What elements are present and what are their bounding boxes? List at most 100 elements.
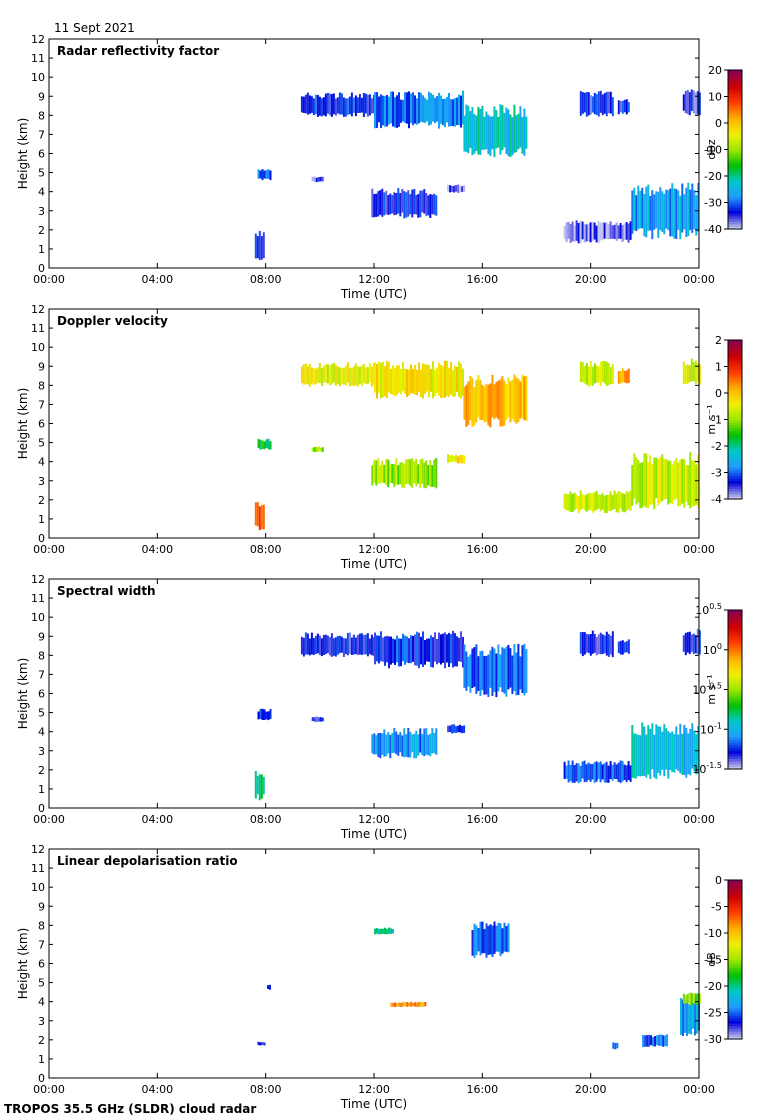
echo-region bbox=[300, 632, 375, 657]
x-tick-label: 08:00 bbox=[250, 543, 282, 556]
echo-region bbox=[682, 89, 701, 116]
echo-region bbox=[563, 490, 632, 514]
x-tick-label: 08:00 bbox=[250, 1083, 282, 1096]
colorbar-tick-label: -3 bbox=[711, 467, 722, 480]
x-tick-label: 04:00 bbox=[141, 273, 173, 286]
y-tick-label: 8 bbox=[38, 649, 45, 662]
x-tick-label: 12:00 bbox=[358, 273, 390, 286]
colorbar-tick-label: -15 bbox=[704, 954, 722, 967]
y-tick-label: 9 bbox=[38, 630, 45, 643]
y-tick-label: 2 bbox=[38, 764, 45, 777]
colorbar-tick-label: -10 bbox=[704, 927, 722, 940]
echo-region bbox=[371, 458, 438, 489]
y-tick-label: 6 bbox=[38, 688, 45, 701]
x-axis-label: Time (UTC) bbox=[340, 287, 407, 301]
x-axis-label: Time (UTC) bbox=[340, 557, 407, 571]
y-tick-label: 7 bbox=[38, 938, 45, 951]
echo-region bbox=[257, 1041, 266, 1046]
echo-region bbox=[257, 169, 272, 181]
date-label: 11 Sept 2021 bbox=[54, 21, 135, 35]
echo-region bbox=[311, 446, 324, 453]
y-tick-label: 11 bbox=[31, 52, 45, 65]
y-tick-label: 10 bbox=[31, 341, 45, 354]
echo-region bbox=[463, 374, 528, 428]
echo-region bbox=[300, 92, 375, 117]
x-tick-label: 00:00 bbox=[683, 1083, 715, 1096]
echo-region bbox=[617, 368, 630, 384]
y-tick-label: 11 bbox=[31, 592, 45, 605]
x-tick-label: 20:00 bbox=[575, 813, 607, 826]
y-tick-label: 3 bbox=[38, 205, 45, 218]
colorbar-tick-label: 100 bbox=[703, 642, 722, 657]
colorbar-tick-label: 100.5 bbox=[695, 602, 722, 617]
plot-area bbox=[49, 849, 699, 1078]
echo-region bbox=[579, 90, 614, 117]
y-tick-label: 2 bbox=[38, 494, 45, 507]
colorbar-tick-label: 1 bbox=[715, 361, 722, 374]
y-tick-label: 1 bbox=[38, 243, 45, 256]
colorbar-tick-label: -30 bbox=[704, 1033, 722, 1046]
x-tick-label: 16:00 bbox=[466, 273, 498, 286]
colorbar-tick-label: 10 bbox=[708, 91, 722, 104]
echo-region bbox=[254, 502, 265, 531]
echo-region bbox=[631, 722, 700, 780]
echo-region bbox=[563, 760, 632, 784]
colorbar-tick-exponent: -1 bbox=[714, 721, 722, 730]
echo-region bbox=[617, 639, 630, 655]
y-tick-label: 12 bbox=[31, 303, 45, 316]
y-axis-label: Height (km) bbox=[16, 118, 30, 189]
colorbar-tick-exponent: -0.5 bbox=[706, 682, 722, 691]
x-tick-label: 00:00 bbox=[683, 273, 715, 286]
colorbar-tick-label: -30 bbox=[704, 197, 722, 210]
echo-region bbox=[447, 454, 466, 464]
echo-region bbox=[682, 992, 701, 1006]
panel-title: Radar reflectivity factor bbox=[57, 44, 219, 58]
y-tick-label: 1 bbox=[38, 513, 45, 526]
y-tick-label: 1 bbox=[38, 1053, 45, 1066]
colorbar-tick-label: -1 bbox=[711, 414, 722, 427]
echo-region bbox=[682, 628, 701, 656]
x-tick-label: 04:00 bbox=[141, 813, 173, 826]
colorbar: 2 1 0 -1 -2 -3 -4 m s⁻¹ bbox=[705, 334, 743, 506]
echo-region bbox=[617, 99, 630, 115]
colorbar-unit-label: dBz bbox=[705, 139, 718, 160]
colorbar: 0 -5 -10 -15 -20 -25 -30 dB bbox=[704, 874, 743, 1046]
x-tick-label: 16:00 bbox=[466, 543, 498, 556]
echo-region bbox=[311, 716, 324, 723]
y-tick-label: 7 bbox=[38, 398, 45, 411]
colorbar-tick-label: -25 bbox=[704, 1007, 722, 1020]
echo-region bbox=[612, 1042, 619, 1050]
colorbar-tick-label: -4 bbox=[711, 493, 722, 506]
colorbar-tick-label: 0 bbox=[715, 874, 722, 887]
y-tick-label: 4 bbox=[38, 726, 45, 739]
x-tick-label: 00:00 bbox=[33, 273, 65, 286]
y-tick-label: 0 bbox=[38, 262, 45, 275]
x-tick-label: 12:00 bbox=[358, 813, 390, 826]
echo-region bbox=[447, 724, 466, 734]
x-tick-label: 04:00 bbox=[141, 1083, 173, 1096]
echo-region bbox=[682, 358, 701, 385]
y-tick-label: 3 bbox=[38, 475, 45, 488]
echo-region bbox=[563, 220, 632, 244]
echo-region bbox=[254, 230, 265, 260]
y-tick-label: 12 bbox=[31, 573, 45, 586]
echo-region bbox=[374, 90, 464, 129]
echo-region bbox=[374, 360, 464, 399]
x-tick-label: 20:00 bbox=[575, 273, 607, 286]
y-tick-label: 7 bbox=[38, 668, 45, 681]
y-tick-label: 0 bbox=[38, 802, 45, 815]
y-tick-label: 6 bbox=[38, 958, 45, 971]
y-tick-label: 11 bbox=[31, 862, 45, 875]
y-tick-label: 12 bbox=[31, 843, 45, 856]
colorbar: 20 10 0 -10 -20 -30 -40 dBz bbox=[704, 64, 743, 236]
y-tick-label: 5 bbox=[38, 977, 45, 990]
echo-region bbox=[579, 361, 614, 387]
x-tick-label: 00:00 bbox=[33, 1083, 65, 1096]
echo-region bbox=[447, 184, 466, 193]
colorbar-tick-label: -20 bbox=[704, 980, 722, 993]
colorbar-tick-label: -2 bbox=[711, 440, 722, 453]
